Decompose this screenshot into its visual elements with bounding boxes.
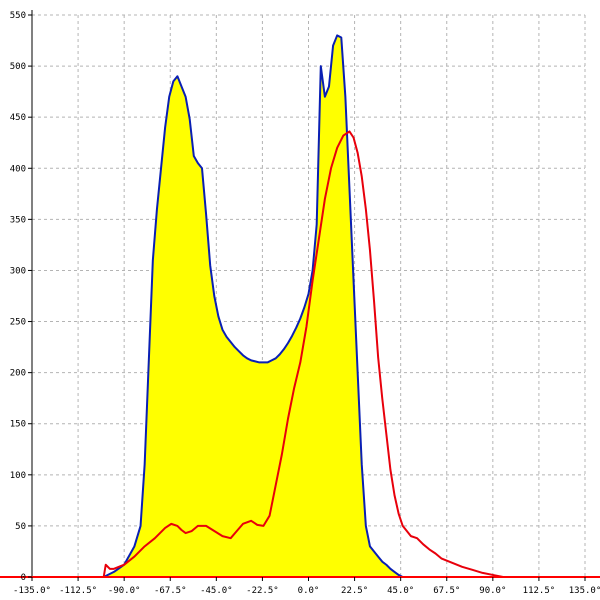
y-tick-label-5: 250	[10, 318, 26, 328]
x-tick-label-5: -22.5°	[246, 586, 279, 596]
y-tick-label-6: 300	[10, 266, 26, 276]
y-tick-label-8: 400	[10, 164, 26, 174]
x-tick-label-11: 112.5°	[523, 586, 556, 596]
y-tick-label-10: 500	[10, 62, 26, 72]
x-tick-label-9: 67.5°	[433, 586, 460, 596]
y-tick-label-0: 0	[21, 573, 26, 583]
y-tick-label-4: 200	[10, 369, 26, 379]
x-tick-label-8: 45.0°	[387, 586, 414, 596]
series-layer	[102, 34, 516, 578]
axes	[0, 10, 600, 581]
x-tick-label-2: -90.0°	[108, 586, 141, 596]
x-tick-label-6: 0.0°	[298, 586, 320, 596]
y-tick-label-11: 550	[10, 11, 26, 21]
x-tick-label-10: 90.0°	[479, 586, 506, 596]
x-tick-label-0: -135.0°	[13, 586, 51, 596]
y-tick-label-2: 100	[10, 471, 26, 481]
x-tick-label-7: 22.5°	[341, 586, 368, 596]
x-tick-label-4: -45.0°	[200, 586, 233, 596]
x-tick-label-3: -67.5°	[154, 586, 187, 596]
y-tick-label-3: 150	[10, 420, 26, 430]
tick-labels: -135.0° -112.5° -90.0° -67.5° -45.0° -22.5° 0.…	[10, 11, 600, 596]
x-tick-label-12: 135.0°	[569, 586, 600, 596]
x-tick-label-1: -112.5°	[59, 586, 97, 596]
y-tick-label-7: 350	[10, 215, 26, 225]
series-1-line	[102, 130, 514, 578]
y-tick-label-1: 50	[15, 522, 26, 532]
y-tick-label-9: 450	[10, 113, 26, 123]
